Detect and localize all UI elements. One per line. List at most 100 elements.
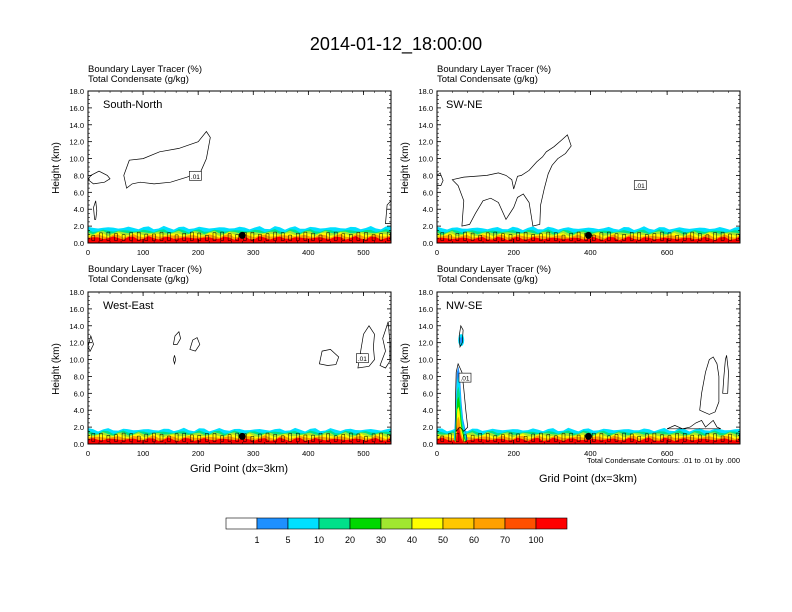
condensate-contour [123,130,211,189]
plot-area: .01 0.0 2.0 4.0 6.0 8.0 10.0 12.0 14.0 16.0 18.0 0 2… [418,87,741,257]
plot-background [88,292,391,444]
panel-label: West-East [103,300,154,312]
y-tick-label: 2.0 [423,423,433,432]
site-marker [585,231,592,239]
plot-background [437,91,740,243]
panel-subtitle-line2: Total Condensate (g/kg) [88,74,189,85]
colorbar-swatch [411,517,444,530]
y-tick-label: 16.0 [418,104,433,113]
y-axis-label: Height (km) [400,142,411,194]
y-tick-label: 4.0 [74,406,84,415]
colorbar-label: 20 [345,535,355,545]
panel-label: NW-SE [446,300,482,312]
y-tick-label: 8.0 [74,372,84,381]
panel-nw-se: Boundary Layer Tracer (%) Total Condensa… [400,264,741,485]
tracer-band [437,236,740,243]
y-tick-label: 18.0 [418,87,433,96]
y-axis-label: Height (km) [51,142,62,194]
x-tick-label: 0 [435,248,439,257]
condensate-contour [379,321,391,369]
y-tick-label: 8.0 [74,171,84,180]
contour-label: .01 [458,372,472,383]
site-marker [238,231,246,239]
contour-label-text: .01 [358,356,367,363]
condensate-contour [440,432,740,442]
panel-subtitle-line2: Total Condensate (g/kg) [437,274,538,285]
colorbar-swatch [225,517,258,530]
y-tick-label: 0.0 [423,440,433,449]
x-tick-label: 0 [86,248,90,257]
contour-label: .01 [356,353,369,363]
y-tick-label: 10.0 [69,155,84,164]
y-tick-label: 0.0 [423,239,433,248]
y-tick-label: 10.0 [69,356,84,365]
tracer-band [437,437,740,444]
x-tick-label: 100 [137,449,150,458]
y-tick-label: 12.0 [69,339,84,348]
condensate-contour [357,325,375,369]
colorbar-swatch [535,517,568,530]
tracer-band [88,437,391,444]
colorbar-swatch [318,517,351,530]
tracer-patch [459,337,463,344]
y-tick-label: 6.0 [74,188,84,197]
y-tick-label: 18.0 [418,288,433,297]
condensate-contour [172,330,181,345]
y-tick-label: 2.0 [74,222,84,231]
condensate-contour [318,349,340,366]
y-tick-label: 0.0 [74,239,84,248]
colorbar-swatch [380,517,413,530]
panel-south-north: Boundary Layer Tracer (%) Total Condensa… [51,64,392,257]
y-tick-label: 0.0 [74,440,84,449]
y-tick-label: 10.0 [418,155,433,164]
y-tick-label: 14.0 [69,121,84,130]
x-tick-label: 200 [507,248,520,257]
x-axis-label: Grid Point (dx=3km) [539,473,637,485]
x-tick-label: 300 [247,449,260,458]
figure-title: 2014-01-12_18:00:00 [310,34,482,55]
x-tick-label: 0 [435,449,439,458]
x-tick-label: 500 [357,449,370,458]
panel-subtitle-line2: Total Condensate (g/kg) [88,274,189,285]
contour-footnote: Total Condensate Contours: .01 to .01 by… [587,456,740,465]
contour-label-text: .01 [191,174,200,181]
colorbar: 1 5 10 20 30 40 50 60 70 100 [225,517,568,545]
y-axis-label: Height (km) [400,343,411,395]
y-tick-label: 12.0 [418,138,433,147]
x-tick-label: 600 [661,248,674,257]
y-tick-label: 6.0 [74,389,84,398]
y-tick-label: 18.0 [69,87,84,96]
y-tick-label: 4.0 [74,205,84,214]
colorbar-label: 30 [376,535,386,545]
contour-label-box [189,170,202,181]
condensate-contour [666,419,721,430]
panel-subtitle-line1: Boundary Layer Tracer (%) [437,64,551,75]
panel-west-east: Boundary Layer Tracer (%) Total Condensa… [51,264,392,475]
colorbar-swatch [349,517,382,530]
y-tick-label: 4.0 [423,406,433,415]
y-tick-label: 8.0 [423,372,433,381]
panel-subtitle-line1: Boundary Layer Tracer (%) [88,64,202,75]
panel-label: South-North [103,99,162,111]
site-marker [238,432,246,440]
plot-area: .01 0.0 2.0 4.0 6.0 8.0 10.0 12.0 14.0 16.0 18.0 0 1… [69,288,392,458]
y-tick-label: 12.0 [418,339,433,348]
condensate-contour [458,324,464,349]
y-tick-label: 16.0 [418,305,433,314]
x-tick-label: 400 [584,248,597,257]
y-tick-label: 14.0 [69,322,84,331]
plot-area: .01 0.0 2.0 4.0 6.0 8.0 10.0 12.0 14.0 16.0 18.0 0 2… [418,288,741,458]
plot-area: .01 0.0 2.0 4.0 6.0 8.0 10.0 12.0 14.0 16.0 18.0 0 1… [69,87,392,257]
tracer-plume [455,426,465,444]
condensate-contour [451,134,572,227]
contour-label-box [458,372,472,383]
condensate-contour [93,200,98,220]
x-tick-label: 500 [357,248,370,257]
condensate-contour [699,356,720,415]
x-tick-label: 400 [302,449,315,458]
colorbar-label: 50 [438,535,448,545]
y-tick-label: 4.0 [423,205,433,214]
condensate-contour [87,170,111,185]
contour-label-text: .01 [460,376,469,383]
